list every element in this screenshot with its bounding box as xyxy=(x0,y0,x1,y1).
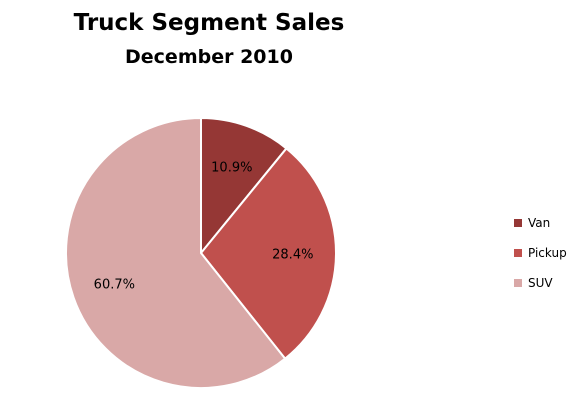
chart-title: Truck Segment Sales xyxy=(73,10,345,36)
pie-slice-pickup xyxy=(199,147,337,361)
legend-item-pickup: Pickup xyxy=(514,246,567,260)
legend-swatch-pickup xyxy=(514,249,522,257)
pie-slice-van xyxy=(200,116,288,256)
data-label-pickup: 28.4% xyxy=(272,248,313,263)
pie-slice-suv xyxy=(65,116,287,389)
legend-swatch-suv xyxy=(514,279,522,287)
chart-legend: Van Pickup SUV xyxy=(514,216,567,306)
legend-item-van: Van xyxy=(514,216,567,230)
legend-swatch-van xyxy=(514,219,522,227)
legend-item-suv: SUV xyxy=(514,276,567,290)
legend-label-van: Van xyxy=(528,216,551,230)
chart-subtitle: December 2010 xyxy=(125,46,293,68)
data-label-suv: 60.7% xyxy=(94,277,135,292)
legend-label-pickup: Pickup xyxy=(528,246,567,260)
data-label-van: 10.9% xyxy=(211,161,252,176)
legend-label-suv: SUV xyxy=(528,276,553,290)
